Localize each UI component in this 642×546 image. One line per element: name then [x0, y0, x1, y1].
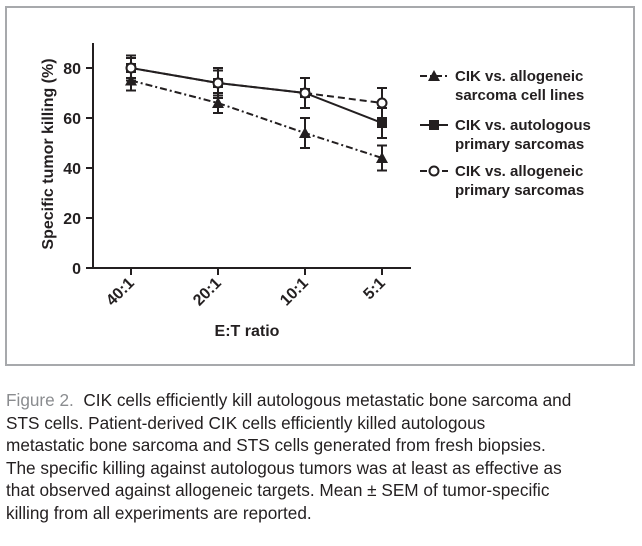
- x-tick-label: 20:1: [190, 275, 225, 310]
- caption-line-3: metastatic bone sarcoma and STS cells ge…: [6, 435, 546, 455]
- legend-label: primary sarcomas: [455, 182, 584, 199]
- figure-caption: Figure 2. CIK cells efficiently kill aut…: [6, 389, 638, 524]
- legend-entry-2: CIK vs. autologous primary sarcomas: [420, 117, 591, 153]
- data-point: [299, 87, 311, 99]
- legend-marker: [428, 70, 440, 81]
- data-point: [377, 118, 387, 128]
- legend-label: CIK vs. allogeneic: [455, 68, 583, 85]
- axes: 0 20 40 60 80 40:1 20:1 10:1 5:1: [63, 43, 411, 309]
- series-3: [125, 57, 388, 119]
- caption-line-5: that observed against allogeneic targets…: [6, 480, 550, 500]
- caption-line-4: The specific killing against autologous …: [6, 457, 562, 478]
- line-chart: 0 20 40 60 80 40:1 20:1 10:1 5:1 CIK vs. allogen…: [40, 43, 591, 340]
- x-axis-title: E:T ratio: [215, 323, 280, 340]
- series-layer: [125, 54, 388, 172]
- legend-label: sarcoma cell lines: [455, 87, 584, 104]
- x-tick-label: 40:1: [103, 275, 138, 310]
- series-2-line: [130, 67, 383, 124]
- legend-marker: [429, 120, 439, 130]
- x-tick-label: 5:1: [360, 275, 388, 303]
- caption-line-2: STS cells. Patient-derived CIK cells eff…: [6, 412, 486, 433]
- legend-label: CIK vs. autologous: [455, 117, 591, 134]
- legend-marker: [428, 165, 440, 177]
- y-tick-label: 60: [63, 111, 81, 128]
- series-3-line: [130, 67, 383, 104]
- x-tick-label: 10:1: [277, 275, 312, 310]
- data-point: [376, 152, 388, 163]
- caption-line-6: killing from all experiments are reporte…: [6, 502, 312, 523]
- series-1-line: [130, 79, 383, 159]
- legend-label: CIK vs. allogeneic: [455, 163, 583, 180]
- data-point: [212, 97, 224, 108]
- y-tick-label: 0: [72, 261, 81, 278]
- legend-entry-1: CIK vs. allogeneic sarcoma cell lines: [420, 68, 584, 104]
- y-tick-label: 20: [63, 211, 81, 228]
- data-point: [125, 62, 137, 74]
- series-2: [126, 54, 387, 139]
- figure-frame: 0 20 40 60 80 40:1 20:1 10:1 5:1 CIK vs. allogen…: [5, 6, 635, 366]
- y-tick-label: 40: [63, 161, 81, 178]
- legend-label: primary sarcomas: [455, 136, 584, 153]
- caption-label: Figure 2.: [6, 390, 74, 410]
- data-point: [212, 77, 224, 89]
- series-1: [125, 69, 388, 172]
- y-axis-title: Specific tumor killing (%): [40, 58, 57, 249]
- legend-entry-3: CIK vs. allogeneic primary sarcomas: [420, 163, 584, 199]
- data-point: [299, 127, 311, 138]
- caption-line-1: CIK cells efficiently kill autologous me…: [83, 390, 572, 410]
- y-tick-label: 80: [63, 61, 81, 78]
- data-point: [376, 97, 388, 109]
